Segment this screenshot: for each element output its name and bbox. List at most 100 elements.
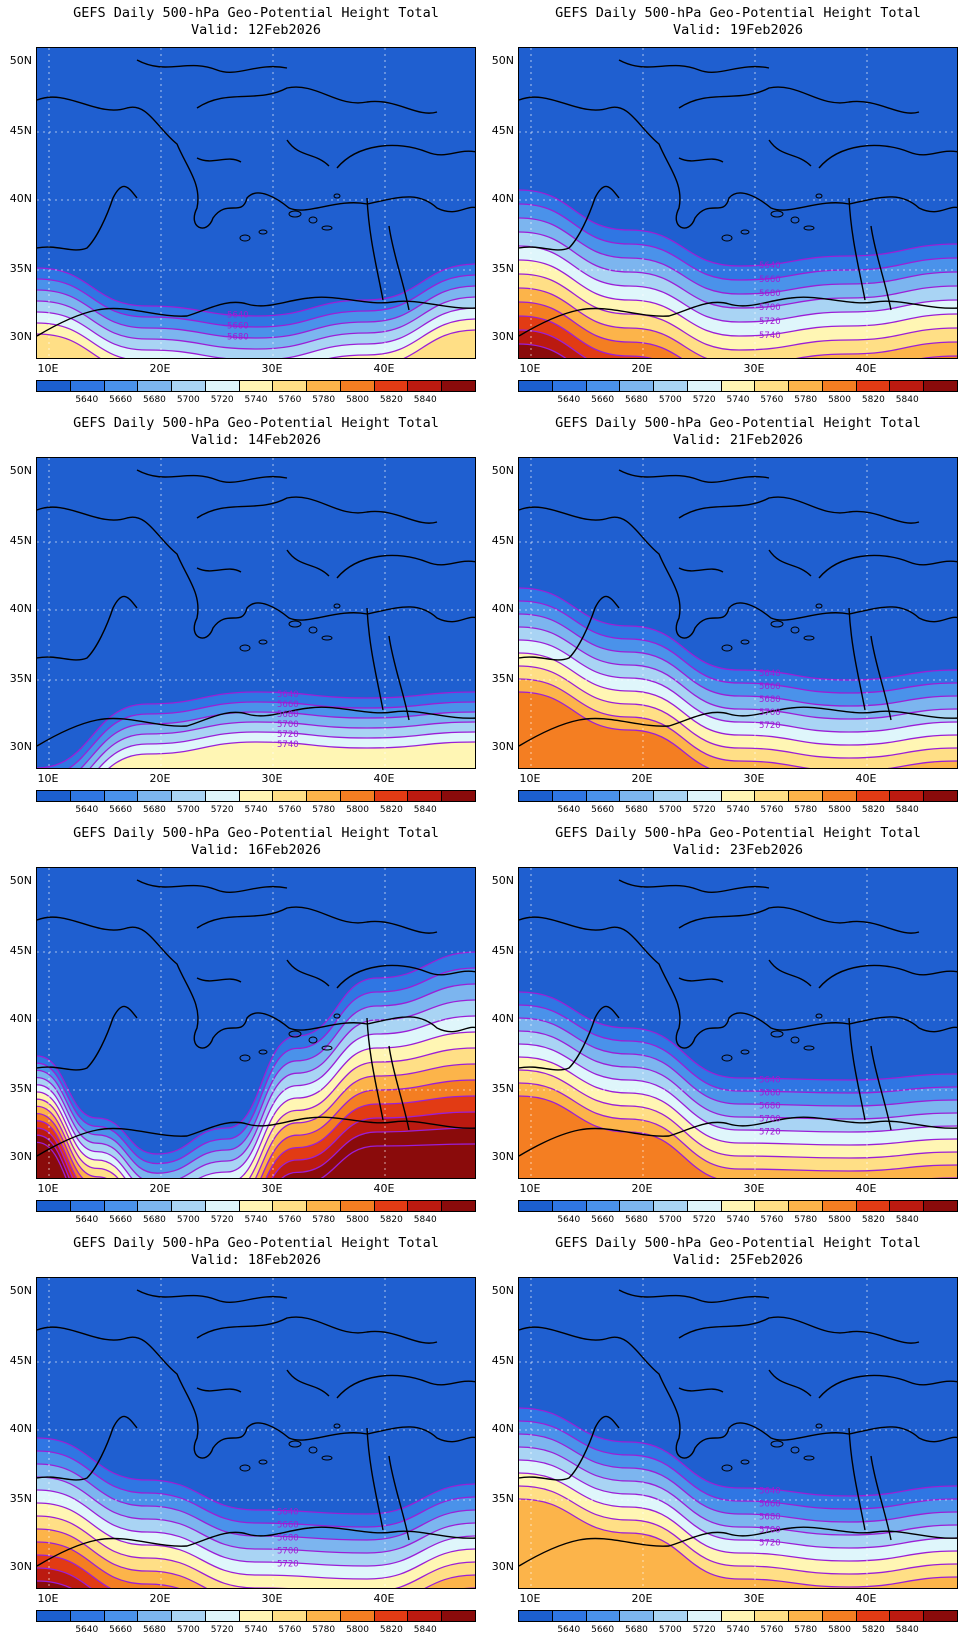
latitude-tick-label: 50N	[9, 54, 32, 67]
colorbar-label: 5660	[591, 395, 615, 405]
colorbar-label: 5740	[726, 805, 750, 815]
longitude-tick-label: 10E	[519, 1182, 541, 1195]
contour-label: 5720	[759, 1538, 781, 1548]
colorbar-swatch	[789, 1611, 823, 1621]
contour-label: 5720	[759, 1127, 781, 1137]
longitude-tick-label: 30E	[743, 772, 765, 785]
longitude-tick-label: 20E	[149, 362, 171, 375]
longitude-tick-label: 20E	[631, 772, 653, 785]
contour-line	[519, 1017, 957, 1107]
map-canvas: 5640 5660 5680 5700 5720	[519, 458, 957, 768]
contour-line	[519, 665, 957, 759]
coastline	[519, 1116, 957, 1157]
coastline	[678, 139, 812, 167]
colorbar-swatch	[654, 1201, 688, 1211]
coastline	[848, 1427, 892, 1541]
colorbar-label: 5720	[692, 395, 716, 405]
contour-label: 5740	[759, 331, 781, 341]
contour-line	[519, 259, 957, 337]
colorbar-swatch	[822, 791, 857, 801]
island	[721, 1464, 733, 1472]
colorbar-label: 5740	[244, 1215, 268, 1225]
contour-line	[37, 1063, 475, 1178]
coastline	[366, 197, 410, 311]
island	[803, 1455, 815, 1461]
island	[740, 1049, 750, 1055]
contour-line	[37, 307, 475, 358]
latitude-tick-label: 30N	[9, 330, 32, 343]
longitude-tick-label: 40E	[855, 1592, 877, 1605]
coastline	[196, 906, 438, 934]
contour-line	[519, 287, 957, 358]
colorbar-swatch	[37, 381, 71, 391]
longitude-tick-label: 10E	[37, 772, 59, 785]
contour-line	[519, 245, 957, 323]
latitude-tick-label: 40N	[491, 1012, 514, 1025]
colorbar-swatch	[37, 791, 71, 801]
colorbar-swatch	[721, 1201, 756, 1211]
island	[321, 635, 333, 641]
colorbar-label: 5720	[210, 395, 234, 405]
colorbar-label: 5760	[278, 1215, 302, 1225]
map-panel: GEFS Daily 500-hPa Geo-Potential Height …	[0, 0, 480, 410]
contour-label: 5660	[759, 1499, 781, 1509]
colorbar-swatch	[789, 381, 823, 391]
contour-line	[68, 701, 475, 768]
latitude-tick-label: 45N	[491, 944, 514, 957]
island	[239, 644, 251, 652]
colorbar-label: 5720	[210, 1215, 234, 1225]
colorbar-swatch	[856, 1611, 891, 1621]
island	[308, 216, 318, 224]
latitude-tick-label: 35N	[9, 262, 32, 275]
colorbar-swatch	[856, 1201, 891, 1211]
colorbar-label: 5760	[760, 395, 784, 405]
valid-date: Valid: 12Feb2026	[190, 22, 322, 38]
longitude-tick-label: 40E	[373, 1182, 395, 1195]
coastline	[136, 469, 288, 483]
colorbar-label: 5700	[176, 1625, 200, 1635]
colorbar-swatch	[822, 1611, 857, 1621]
colorbar-label: 5740	[244, 805, 268, 815]
colorbar-swatch	[340, 381, 375, 391]
contour-label: 5740	[277, 740, 299, 750]
colorbar-swatch	[687, 381, 722, 391]
island	[239, 234, 251, 242]
colorbar-swatch	[307, 1201, 341, 1211]
colorbar-swatch	[172, 791, 206, 801]
colorbar-swatch	[856, 791, 891, 801]
colorbar-label: 5680	[625, 395, 648, 405]
coastline	[37, 706, 475, 747]
map-canvas: 5640 5660 5680 5700 5720	[37, 1278, 475, 1588]
geopotential-map: 5640 5660 5680	[36, 47, 476, 359]
geopotential-map: 5640 5660 5680 5700 5720	[518, 867, 958, 1179]
contour-label: 5720	[277, 1560, 299, 1570]
island	[790, 1446, 800, 1454]
contour-label: 5640	[759, 669, 781, 679]
contour-line	[519, 315, 653, 358]
longitude-tick-label: 40E	[373, 1592, 395, 1605]
height-band	[37, 297, 475, 358]
contour-label: 5700	[277, 1547, 299, 1557]
colorbar-swatch	[70, 791, 105, 801]
contour-line	[519, 613, 957, 707]
colorbar-label: 5780	[794, 1215, 818, 1225]
colorbar-swatch	[654, 1611, 688, 1621]
colorbar-swatch	[519, 1201, 553, 1211]
coastline	[37, 1326, 475, 1459]
coastline	[678, 549, 812, 577]
colorbar-label: 5800	[346, 805, 369, 815]
colorbar-label: 5660	[109, 1215, 133, 1225]
colorbar-label: 5720	[210, 1625, 234, 1635]
latitude-tick-label: 50N	[9, 874, 32, 887]
coastline	[519, 1526, 957, 1567]
geopotential-map	[36, 867, 476, 1179]
longitude-tick-label: 30E	[261, 1182, 283, 1195]
island	[721, 1054, 733, 1062]
island	[308, 626, 318, 634]
latitude-tick-label: 45N	[491, 1354, 514, 1367]
contour-line	[37, 285, 475, 339]
island	[321, 225, 333, 231]
map-title: GEFS Daily 500-hPa Geo-Potential Height …	[555, 415, 921, 431]
colorbar-label: 5760	[760, 805, 784, 815]
colorbar-swatch	[104, 791, 139, 801]
